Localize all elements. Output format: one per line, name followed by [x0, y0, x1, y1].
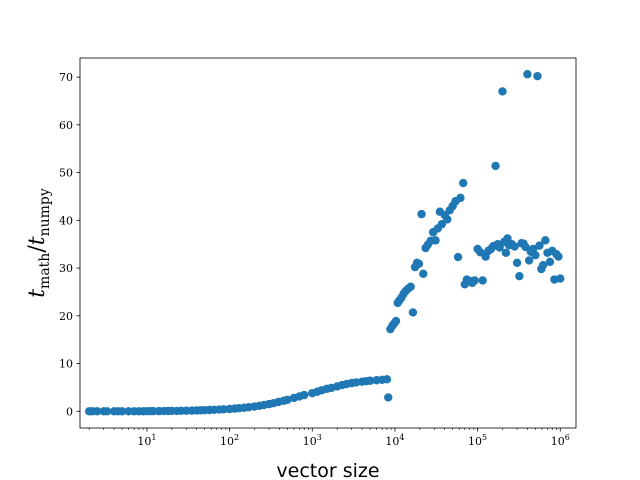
data-point [533, 71, 542, 81]
data-point [470, 276, 479, 285]
x-tick-label: 101 [137, 433, 156, 448]
data-point [459, 178, 468, 188]
data-point [503, 234, 512, 243]
data-point [102, 407, 112, 416]
data-point [406, 282, 415, 291]
y-tick-label: 20 [59, 310, 73, 323]
y-label-denominator-sub: numpy [37, 188, 53, 236]
data-point [498, 87, 507, 96]
x-axis-label: vector size [276, 460, 379, 480]
x-tick-label: 106 [551, 433, 570, 448]
data-point [453, 252, 463, 262]
x-tick-label: 102 [220, 433, 239, 448]
y-tick-label: 10 [59, 358, 73, 371]
data-point [556, 274, 565, 283]
data-point [501, 248, 511, 257]
data-point [414, 259, 424, 268]
y-label-slash: / [25, 245, 50, 253]
data-point [456, 193, 465, 203]
data-point [437, 219, 447, 229]
data-point [283, 395, 292, 405]
x-tick-label: 105 [468, 433, 487, 448]
svg-text:tmath/tnumpy: tmath/tnumpy [25, 188, 53, 298]
data-point [478, 276, 487, 285]
data-point [443, 215, 452, 224]
data-point [117, 407, 127, 416]
data-point [408, 308, 418, 317]
data-point [495, 243, 504, 252]
x-tick-label: 103 [303, 433, 322, 448]
data-point [391, 316, 401, 326]
data-point [365, 376, 375, 385]
data-point [541, 236, 550, 245]
data-point [535, 241, 544, 250]
data-point [419, 269, 428, 278]
data-point [431, 236, 440, 245]
data-point [545, 257, 555, 267]
x-tick-label: 104 [385, 433, 404, 448]
data-point [538, 261, 548, 270]
data-point [300, 390, 309, 400]
y-tick-label: 50 [59, 167, 73, 180]
data-point [531, 250, 540, 260]
y-axis-label: tmath/tnumpy [25, 188, 53, 298]
data-point [417, 209, 426, 219]
data-point [92, 407, 102, 416]
y-tick-label: 30 [59, 262, 73, 275]
data-point [512, 258, 522, 268]
y-label-numerator-sub: math [37, 253, 53, 289]
x-axis-ticks: 101 102 103 104 105 106 [88, 428, 570, 448]
plot-frame [79, 57, 577, 429]
y-tick-label: 60 [59, 119, 73, 132]
y-tick-label: 40 [59, 214, 73, 227]
data-point [554, 252, 563, 261]
data-point [382, 375, 392, 384]
scatter-points [84, 70, 565, 416]
y-axis-ticks: 0 10 20 30 40 50 60 70 [59, 71, 80, 418]
data-point [384, 393, 393, 402]
y-tick-label: 70 [59, 71, 73, 84]
data-point [515, 271, 524, 281]
data-point [510, 242, 519, 251]
data-point [491, 161, 500, 171]
y-label-numerator-var: t [25, 289, 50, 298]
data-point [523, 70, 532, 79]
y-tick-label: 0 [66, 405, 73, 418]
y-label-denominator-var: t [25, 236, 50, 245]
data-point [524, 256, 534, 265]
